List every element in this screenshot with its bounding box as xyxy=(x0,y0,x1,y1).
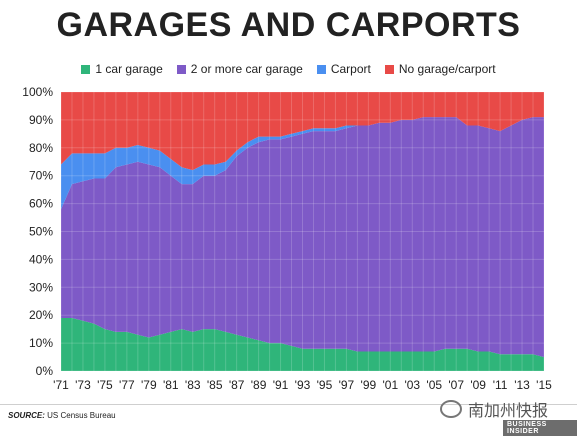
x-tick-label: '99 xyxy=(361,378,377,392)
x-tick-label: '15 xyxy=(536,378,552,392)
legend-label: Carport xyxy=(330,62,371,76)
source-label: SOURCE: xyxy=(8,411,45,420)
wechat-icon xyxy=(440,400,462,418)
legend-swatch xyxy=(316,64,326,74)
x-tick-label: '05 xyxy=(426,378,442,392)
footer: SOURCE: US Census Bureau 南加州快报 BUSINESS … xyxy=(0,400,577,436)
x-tick-label: '83 xyxy=(185,378,201,392)
legend-label: 1 car garage xyxy=(95,62,163,76)
y-tick-label: 100% xyxy=(22,85,53,99)
area-2-or-more-car-garage xyxy=(61,117,544,358)
brand-logo: BUSINESS INSIDER xyxy=(503,420,577,436)
x-tick-label: '79 xyxy=(141,378,157,392)
legend-item: 2 or more car garage xyxy=(176,62,303,76)
x-tick-label: '11 xyxy=(493,378,508,392)
x-tick-label: '75 xyxy=(97,378,113,392)
y-tick-label: 90% xyxy=(29,113,53,127)
legend-label: No garage/carport xyxy=(398,62,496,76)
area-1-car-garage xyxy=(61,318,544,371)
legend-label: 2 or more car garage xyxy=(190,62,303,76)
y-tick-label: 30% xyxy=(29,280,53,294)
y-tick-label: 0% xyxy=(36,364,54,378)
legend-swatch xyxy=(176,64,186,74)
legend-swatch xyxy=(384,64,394,74)
x-tick-label: '07 xyxy=(448,378,464,392)
x-tick-label: '13 xyxy=(514,378,530,392)
chart-plot: 0% 10% 20% 30% 40% 50% 60% 70% 80% 90% 100% '71 '73 '… xyxy=(22,85,552,392)
legend: 1 car garage 2 or more car garage Carport N… xyxy=(0,62,577,76)
x-tick-label: '95 xyxy=(317,378,333,392)
x-tick-label: '77 xyxy=(119,378,135,392)
x-tick-label: '71 xyxy=(53,378,69,392)
area-no-garage-carport xyxy=(61,92,544,171)
x-tick-label: '91 xyxy=(273,378,289,392)
y-tick-label: 70% xyxy=(29,169,53,183)
legend-swatch xyxy=(81,64,91,74)
x-tick-label: '09 xyxy=(470,378,486,392)
x-tick-label: '73 xyxy=(75,378,91,392)
y-tick-label: 20% xyxy=(29,308,53,322)
x-tick-label: '01 xyxy=(382,378,398,392)
chart-title: GARAGES AND CARPORTS xyxy=(56,6,521,44)
x-tick-label: '87 xyxy=(229,378,245,392)
x-tick-label: '81 xyxy=(163,378,179,392)
y-tick-label: 60% xyxy=(29,197,53,211)
y-tick-label: 80% xyxy=(29,141,53,155)
watermark: 南加州快报 xyxy=(440,397,548,421)
source-note: SOURCE: US Census Bureau xyxy=(8,411,116,420)
x-tick-label: '97 xyxy=(339,378,355,392)
source-text: US Census Bureau xyxy=(47,411,116,420)
y-tick-label: 50% xyxy=(29,225,53,239)
watermark-text: 南加州快报 xyxy=(468,403,549,420)
y-tick-label: 10% xyxy=(29,336,53,350)
legend-item: No garage/carport xyxy=(384,62,496,76)
x-tick-label: '93 xyxy=(295,378,311,392)
y-tick-label: 40% xyxy=(29,252,53,266)
area-carport xyxy=(61,117,544,210)
x-tick-label: '03 xyxy=(404,378,420,392)
x-tick-label: '85 xyxy=(207,378,223,392)
legend-item: 1 car garage xyxy=(81,62,163,76)
legend-item: Carport xyxy=(316,62,371,76)
x-tick-label: '89 xyxy=(251,378,267,392)
